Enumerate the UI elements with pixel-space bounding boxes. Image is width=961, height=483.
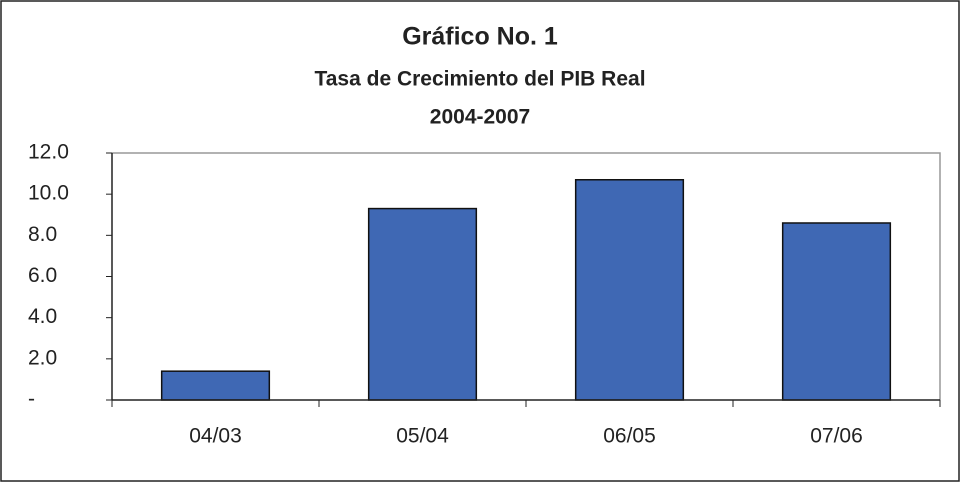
y-tick-label: 12.0	[28, 141, 69, 164]
chart-subtitle: Tasa de Crecimiento del PIB Real	[314, 68, 645, 91]
chart-subtitle: 2004-2007	[430, 106, 530, 129]
chart-title: Gráfico No. 1	[402, 23, 558, 51]
x-tick-label: 06/05	[603, 425, 656, 448]
y-tick-label: 6.0	[28, 264, 57, 287]
y-tick-label: 8.0	[28, 223, 57, 246]
bar	[160, 370, 271, 401]
y-tick-label: 2.0	[28, 346, 57, 369]
bar	[574, 179, 685, 401]
y-tick-label: -	[28, 388, 35, 411]
bar	[781, 222, 892, 401]
y-tick-label: 4.0	[28, 305, 57, 328]
x-tick-label: 07/06	[810, 425, 863, 448]
y-tick-label: 10.0	[28, 182, 69, 205]
x-tick-label: 05/04	[396, 425, 449, 448]
bar	[367, 207, 478, 401]
plot-border	[112, 152, 941, 400]
x-tick-label: 04/03	[189, 425, 242, 448]
